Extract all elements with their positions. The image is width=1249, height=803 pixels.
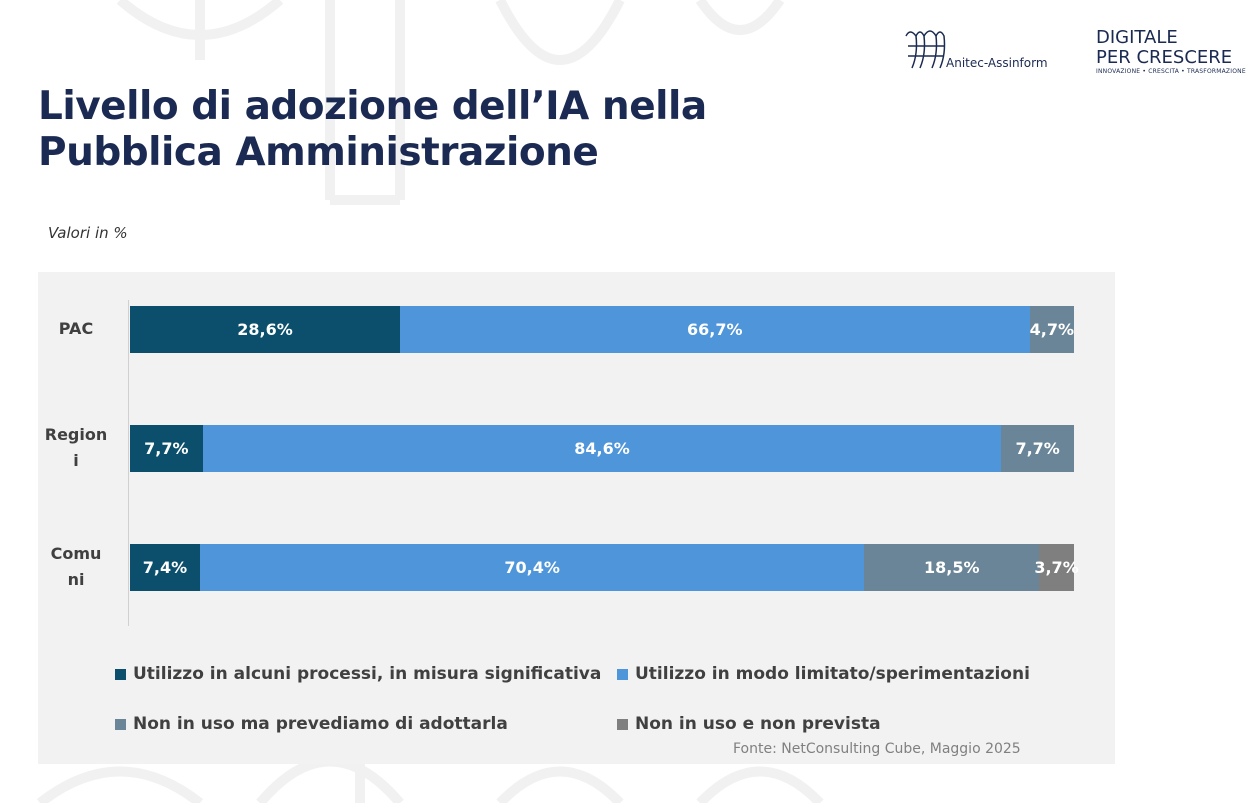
data-label: 66,7% bbox=[687, 320, 743, 339]
bar-segment bbox=[399, 306, 1030, 353]
bar-row: 7,7% 84,6% 7,7% bbox=[130, 425, 1074, 472]
data-label: 7,7% bbox=[144, 439, 189, 458]
data-label: 18,5% bbox=[923, 558, 980, 577]
bar-segment bbox=[1039, 544, 1074, 591]
bar-segment bbox=[130, 425, 203, 472]
legend-label: Utilizzo in modo limitato/sperimentazion… bbox=[635, 664, 1030, 684]
bar-segment bbox=[130, 306, 400, 353]
legend-label: Non in uso e non prevista bbox=[635, 714, 881, 734]
anitec-assinform-logo-icon bbox=[905, 30, 946, 69]
legend-label: Non in uso ma prevediamo di adottarla bbox=[133, 714, 508, 734]
data-label: 7,7% bbox=[1015, 439, 1060, 458]
legend-swatch bbox=[617, 668, 628, 680]
logo-digitale: DIGITALE bbox=[1096, 27, 1178, 48]
page-title: Livello di adozione dell’IA nella Pubbli… bbox=[38, 84, 707, 176]
legend-item-non-prevista: Non in uso e non prevista bbox=[617, 714, 881, 734]
bar-segment bbox=[202, 425, 1002, 472]
logo-tagline: INNOVAZIONE • CRESCITA • TRASFORMAZIONE bbox=[1096, 68, 1246, 75]
category-label: Region bbox=[44, 425, 108, 444]
chart-subtitle: Valori in % bbox=[48, 224, 128, 242]
digitale-per-crescere-logo: DIGITALE PER CRESCERE INNOVAZIONE • CRES… bbox=[1096, 27, 1246, 88]
legend-item-limitato: Utilizzo in modo limitato/sperimentazion… bbox=[617, 664, 1030, 684]
bar-segment bbox=[130, 544, 200, 591]
data-label: 84,6% bbox=[574, 439, 630, 458]
data-label: 4,7% bbox=[1029, 320, 1074, 339]
chart-legend: Utilizzo in alcuni processi, in misura s… bbox=[115, 664, 1075, 744]
category-axis-line bbox=[128, 300, 129, 626]
chart-panel bbox=[38, 272, 1115, 764]
bar-segment bbox=[1001, 425, 1074, 472]
data-label: 3,7% bbox=[1034, 558, 1079, 577]
data-label: 7,4% bbox=[142, 558, 188, 577]
bar-segment bbox=[1029, 306, 1074, 353]
title-line-1: Livello di adozione dell’IA nella bbox=[38, 84, 707, 129]
legend-label: Utilizzo in alcuni processi, in misura s… bbox=[133, 664, 602, 684]
title-line-2: Pubblica Amministrazione bbox=[38, 130, 599, 175]
data-label: 28,6% bbox=[237, 320, 293, 339]
bar-row: 28,6% 66,7% 4,7% bbox=[130, 306, 1074, 353]
category-label: PAC bbox=[58, 319, 94, 338]
logo-per-crescere: PER CRESCERE bbox=[1096, 47, 1233, 68]
anitec-assinform-logo-text: Anitec-Assinform bbox=[946, 56, 1048, 70]
source-note: Fonte: NetConsulting Cube, Maggio 2025 bbox=[733, 741, 1021, 757]
legend-swatch bbox=[617, 718, 628, 730]
category-label: Comu bbox=[50, 544, 102, 563]
data-label: 70,4% bbox=[504, 558, 560, 577]
bar-segment bbox=[864, 544, 1040, 591]
legend-item-prevediamo: Non in uso ma prevediamo di adottarla bbox=[115, 714, 508, 734]
bar-segment bbox=[199, 544, 865, 591]
legend-swatch bbox=[115, 718, 126, 730]
bar-row: 7,4% 70,4% 18,5% 3,7% bbox=[130, 544, 1079, 591]
category-label: ni bbox=[67, 570, 85, 589]
category-label: i bbox=[73, 451, 79, 470]
legend-swatch bbox=[115, 668, 126, 680]
legend-item-significativa: Utilizzo in alcuni processi, in misura s… bbox=[115, 664, 601, 684]
